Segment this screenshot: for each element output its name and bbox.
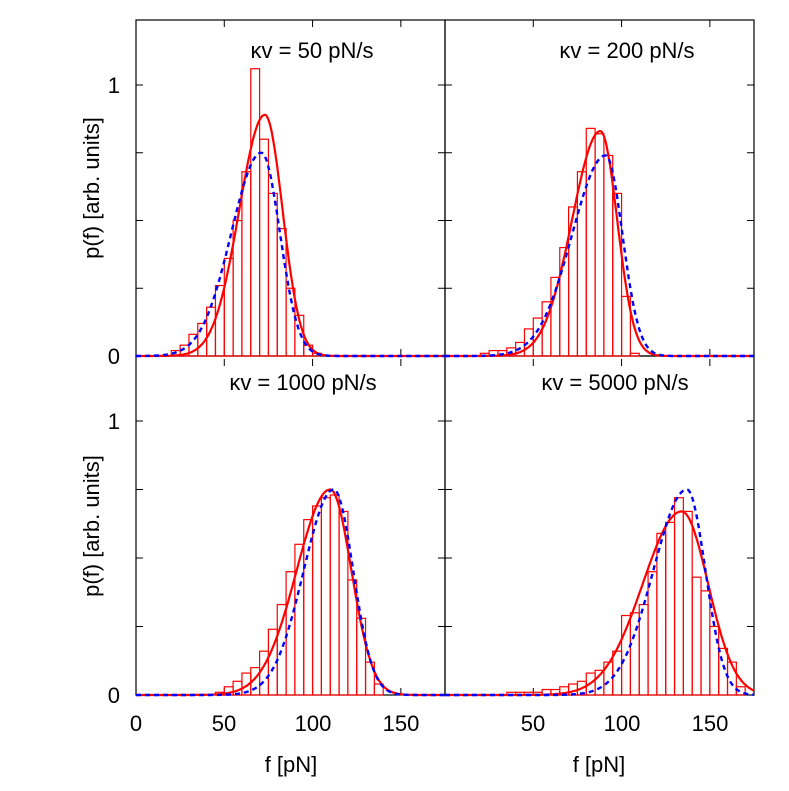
histogram-bar	[629, 612, 640, 696]
histogram-bar	[656, 532, 667, 696]
x-tick-label-left-50: 50	[212, 711, 236, 736]
histogram-bar	[629, 352, 640, 357]
histogram-bar	[356, 617, 367, 696]
fit-curve-solid	[445, 129, 754, 358]
fit-curve-solid	[136, 488, 445, 697]
histogram-bar	[709, 625, 720, 696]
x-tick-label-left-150: 150	[383, 711, 420, 736]
histogram-bar	[691, 576, 702, 696]
histogram-bar	[373, 683, 384, 696]
histogram-bar	[620, 295, 631, 357]
histogram-bar	[320, 497, 331, 696]
x-tick-label-left-0: 0	[130, 711, 142, 736]
histogram-bar	[259, 138, 270, 357]
fit-curve-underlay	[445, 510, 755, 696]
x-tick-label-right-100: 100	[604, 711, 641, 736]
histogram-bar	[285, 287, 296, 357]
panel-bottom-left	[135, 359, 445, 697]
y-axis-title-bottom: p(f) [arb. units]	[79, 455, 104, 597]
x-tick-label-left-100: 100	[295, 711, 332, 736]
histogram-bar	[576, 171, 587, 357]
histogram-bar	[612, 650, 623, 696]
histogram-bar	[594, 133, 605, 357]
histogram-bar	[603, 154, 614, 357]
histogram-bar	[612, 192, 623, 357]
x-axis-title-right: f [pN]	[573, 752, 626, 777]
histogram-bar	[241, 171, 252, 357]
y-tick-label-top-1: 1	[108, 73, 120, 98]
histogram-bar	[267, 192, 278, 357]
fit-curve-underlay	[136, 114, 445, 357]
panel-frame-bottom-right	[444, 355, 755, 696]
histogram-bar	[647, 571, 658, 696]
x-tick-label-right-50: 50	[521, 711, 545, 736]
fit-curve-underlay	[445, 130, 754, 357]
fit-curve-dashed	[445, 154, 754, 358]
histogram-bar	[303, 519, 314, 696]
fit-curve-solid	[445, 510, 755, 697]
histogram-bar	[250, 68, 261, 357]
panel-title-bottom-right: κv = 5000 pN/s	[541, 370, 688, 395]
panel-top-left	[135, 20, 445, 358]
panel-title-top-right: κv = 200 pN/s	[559, 38, 694, 63]
histogram-bar	[673, 497, 684, 696]
fit-curve-dashed	[136, 151, 445, 358]
y-tick-label-top-0: 0	[108, 344, 120, 369]
histogram-bar	[718, 647, 729, 696]
histogram-bar	[682, 510, 693, 696]
histogram-bar	[294, 543, 305, 696]
x-axis-title-left: f [pN]	[265, 752, 318, 777]
y-tick-label-bottom-1: 1	[108, 409, 120, 434]
y-tick-label-bottom-0: 0	[108, 683, 120, 708]
histogram-bar	[311, 505, 323, 696]
histogram-bar	[735, 686, 746, 696]
histogram-bar	[726, 661, 737, 696]
fit-curve-dashed	[445, 488, 754, 697]
panel-bottom-right	[444, 359, 755, 697]
panel-frame-top-right	[444, 19, 755, 357]
histogram-bar	[665, 521, 676, 696]
histogram-bar	[223, 257, 234, 357]
histogram-bar	[329, 494, 340, 696]
panel-frame-top-left	[135, 19, 446, 357]
fit-curve-solid	[136, 113, 445, 358]
histogram-bar	[276, 603, 287, 696]
panel-top-right	[444, 20, 754, 358]
histogram-bar	[700, 590, 711, 696]
y-axis-title-top: p(f) [arb. units]	[79, 117, 104, 259]
histogram-bar	[585, 127, 596, 357]
panel-title-bottom-left: κv = 1000 pN/s	[229, 370, 376, 395]
x-tick-label-right-150: 150	[692, 711, 729, 736]
panel-title-top-left: κv = 50 pN/s	[251, 38, 374, 63]
panel-frame-bottom-left	[135, 355, 446, 696]
